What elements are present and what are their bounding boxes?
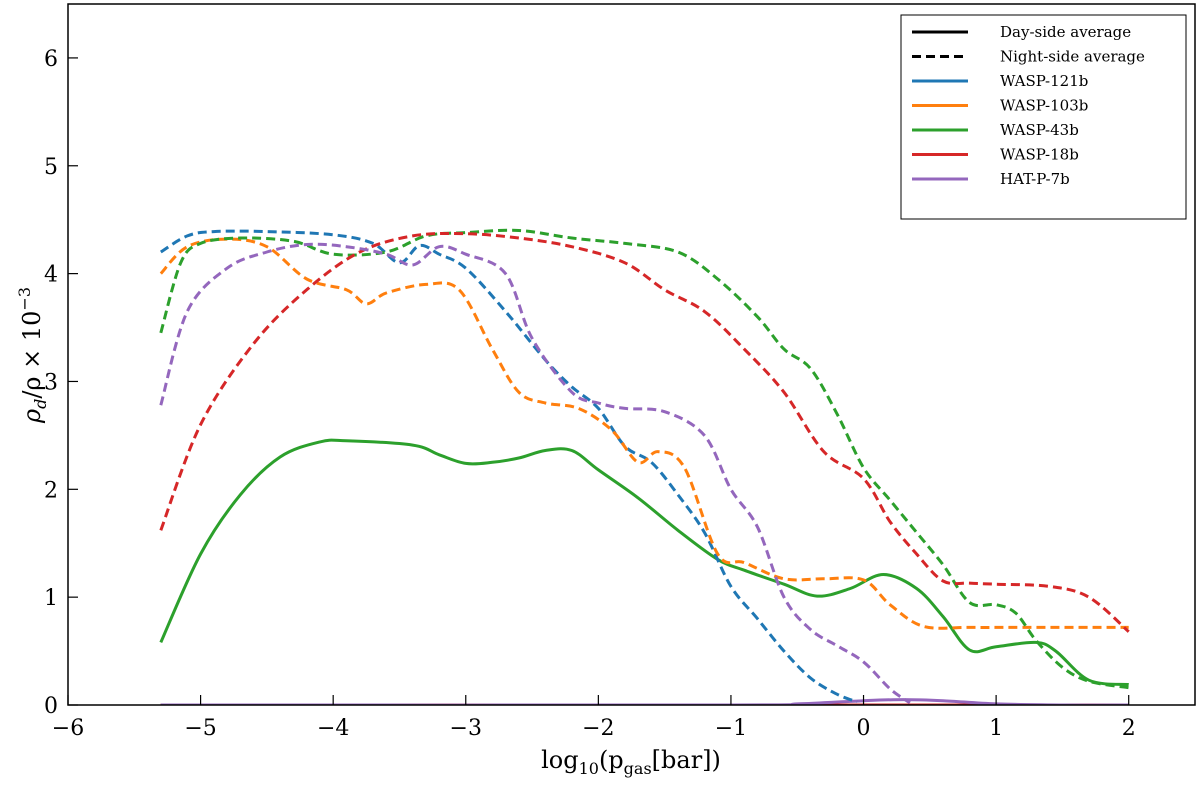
x-tick-label: −2 [582, 716, 614, 741]
y-tick-label: 1 [44, 586, 58, 611]
y-tick-label: 5 [44, 155, 58, 180]
legend-label: WASP-18b [1000, 146, 1079, 164]
x-tick-label: −1 [715, 716, 747, 741]
legend: Day-side average Night-side average WASP-1… [900, 14, 1187, 220]
y-tick-label: 4 [44, 263, 58, 288]
series-line-wasp-18b-night [159, 231, 1130, 633]
x-tick-label: −4 [317, 716, 349, 741]
legend-label: Night-side average [1000, 48, 1145, 66]
x-tick-label: 0 [857, 716, 871, 741]
y-tick-label: 2 [44, 478, 58, 503]
series-layer [159, 228, 1130, 705]
x-tick-label: 1 [989, 716, 1003, 741]
x-axis-label: log10(pgas[bar]) [541, 746, 721, 778]
legend-box [900, 14, 1187, 220]
y-tick-label: 3 [44, 370, 58, 395]
tick-layer: −6 −5 −4 −3 −2 −1 0 1 2 0 1 2 3 4 5 6 [44, 47, 1136, 741]
x-tick-label: −6 [52, 716, 84, 741]
y-tick-label: 6 [44, 47, 58, 72]
legend-label: WASP-43b [1000, 121, 1079, 139]
series-line-wasp-121b-night [159, 229, 858, 704]
series-line-hat-p-7b-night [159, 242, 911, 705]
legend-label: WASP-121b [1000, 72, 1088, 90]
x-tick-label: 2 [1122, 716, 1136, 741]
series-line-wasp-43b-night [159, 228, 1129, 690]
legend-label: Day-side average [1000, 23, 1131, 41]
y-axis-label: ρd/ρ × 10−3 [15, 287, 50, 424]
series-line-wasp-43b-day [159, 438, 1129, 686]
x-tick-label: −5 [184, 716, 216, 741]
x-tick-label: −3 [450, 716, 482, 741]
legend-label: HAT-P-7b [1000, 170, 1070, 188]
legend-label: WASP-103b [1000, 97, 1088, 115]
series-line-wasp-103b-night [159, 237, 1129, 630]
y-tick-label: 0 [44, 694, 58, 719]
plot-frame [67, 3, 1196, 706]
